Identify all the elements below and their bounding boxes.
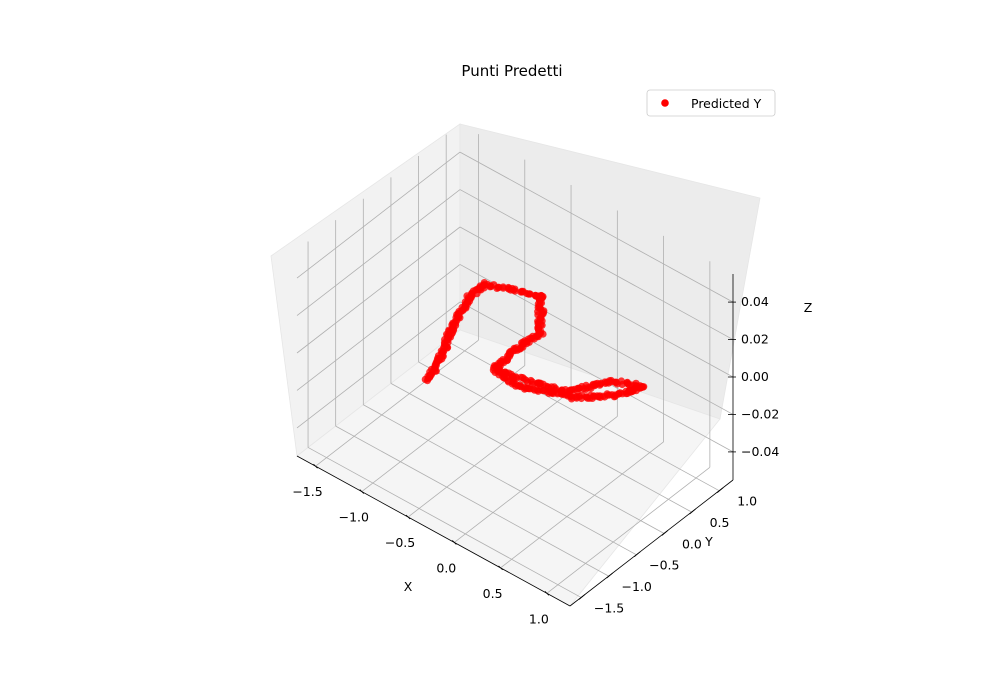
z-grid-left-wall [296, 151, 461, 279]
x-tick-mark [313, 463, 318, 469]
x-tick-label: 1.0 [529, 611, 549, 626]
x-tick-label: −1.5 [292, 484, 322, 499]
x-tick-mark [498, 565, 503, 571]
x-tick-label: 0.5 [483, 586, 503, 601]
y-axis-line [569, 479, 734, 607]
x-grid-floor [407, 390, 572, 518]
z-tick-label: −0.02 [741, 406, 779, 421]
y-axis-label: Y [704, 534, 713, 549]
data-point [558, 386, 566, 394]
x-grid-floor [546, 466, 711, 594]
x-tick-label: −0.5 [385, 535, 415, 550]
y-tick-label: 0.5 [710, 515, 730, 530]
z-tick-label: 0.04 [741, 294, 769, 309]
y-tick-mark [578, 594, 586, 600]
y-tick-label: 1.0 [737, 494, 757, 509]
y-tick-label: −1.5 [594, 600, 624, 615]
data-points [421, 279, 648, 403]
x-grid-floor [315, 339, 479, 467]
y-tick-label: 0.0 [682, 536, 702, 551]
z-axis-label: Z [804, 300, 813, 315]
y-tick-mark [661, 530, 669, 536]
y-tick-mark [606, 572, 613, 579]
chart-title: Punti Predetti [461, 62, 562, 80]
legend: Predicted Y [646, 89, 776, 117]
y-grid-floor [363, 404, 637, 556]
axis-panes [270, 123, 761, 607]
x-tick-label: −1.0 [339, 510, 369, 525]
x-grid-floor [500, 441, 664, 569]
x-axis-label: X [404, 579, 413, 594]
data-point [499, 283, 507, 291]
z-grid-right-wall [459, 301, 734, 453]
x-tick-mark [544, 591, 550, 596]
y-tick-mark [634, 551, 641, 558]
legend-marker [661, 99, 669, 107]
z-tick-label: 0.00 [741, 369, 769, 384]
legend-entry-predicted-y: Predicted Y [691, 96, 762, 111]
z-grid-right-wall [459, 151, 734, 303]
data-point [525, 290, 534, 298]
z-grid-left-wall [296, 264, 461, 391]
y-grid-floor [307, 447, 582, 598]
x-tick-mark [359, 489, 365, 494]
x-grid-floor [454, 416, 618, 543]
z-grid-left-wall [296, 189, 461, 316]
y-grid-floor [418, 361, 692, 513]
z-grid-right-wall [459, 189, 734, 340]
x-grid-floor [361, 365, 526, 492]
z-grid-right-wall [459, 226, 734, 378]
tick-labels: −1.5−1.0−0.50.00.51.0−1.5−1.0−0.50.00.51… [292, 294, 779, 626]
x-axis-line [296, 455, 571, 607]
y-tick-label: −0.5 [649, 558, 679, 573]
grid-lines [296, 134, 734, 598]
x-tick-mark [405, 514, 411, 520]
legend-box [646, 89, 776, 117]
y-tick-label: −1.0 [621, 579, 651, 594]
data-point [491, 362, 500, 370]
axis-lines [296, 274, 736, 607]
y-tick-mark [689, 508, 696, 515]
z-tick-label: 0.02 [741, 332, 769, 347]
x-tick-mark [452, 540, 457, 545]
z-tick-label: −0.04 [741, 444, 779, 459]
z-grid-left-wall [296, 301, 461, 429]
y-tick-mark [716, 487, 724, 493]
y-grid-floor [390, 383, 665, 534]
z-grid-left-wall [296, 226, 461, 354]
y-grid-floor [335, 425, 609, 577]
x-tick-label: 0.0 [436, 560, 456, 575]
data-point [511, 287, 519, 295]
